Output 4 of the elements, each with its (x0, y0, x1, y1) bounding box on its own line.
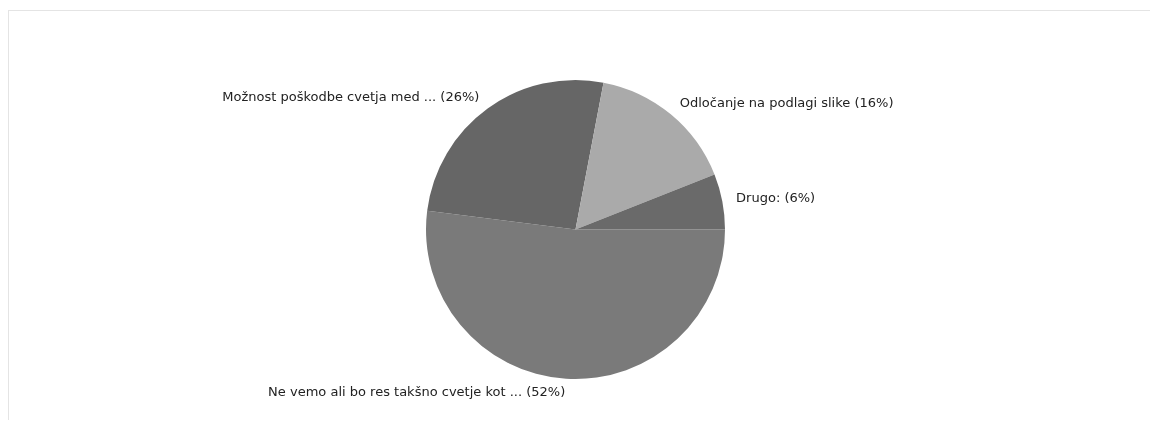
slice-label: Možnost poškodbe cvetja med ... (26%) (222, 88, 480, 104)
slice-label: Odločanje na podlagi slike (16%) (679, 94, 894, 110)
slice-label: Ne vemo ali bo res takšno cvetje kot ... (52%) (268, 384, 566, 400)
slice-label: Drugo: (6%) (736, 190, 816, 206)
